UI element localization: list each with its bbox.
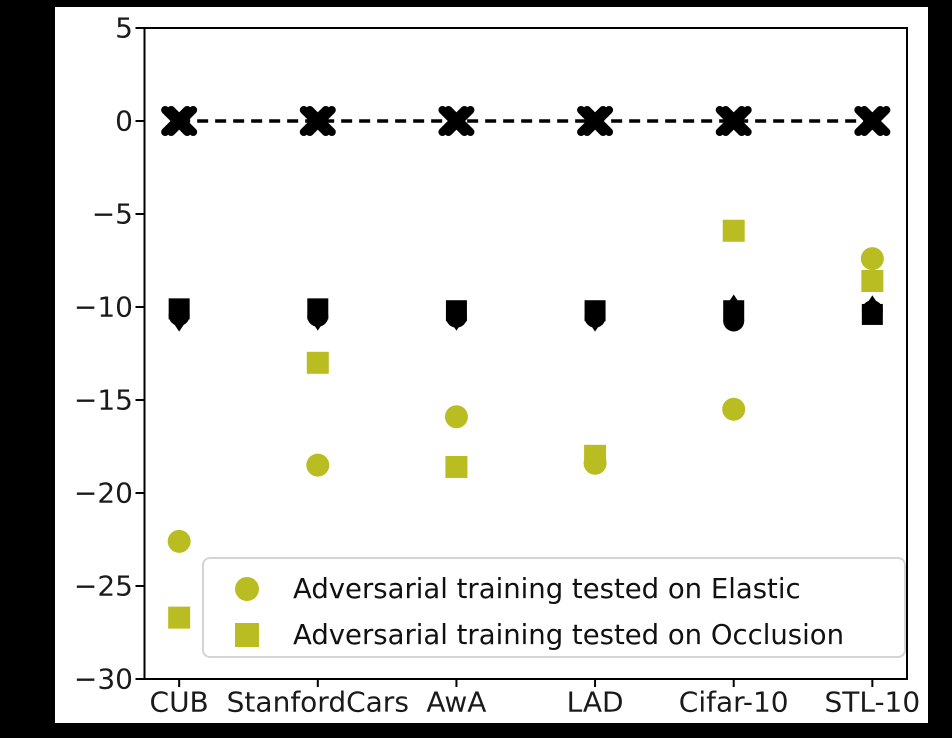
- legend-entry-label: Adversarial training tested on Occlusion: [293, 619, 844, 651]
- zero-line-x-marker: [299, 106, 330, 136]
- zero-line-x-marker: [305, 106, 336, 136]
- zero-line-x-marker: [438, 106, 469, 136]
- x-axis-category-label: STL-10: [824, 686, 920, 719]
- black-cluster-square-marker: [861, 303, 883, 325]
- legend-box: [202, 557, 906, 658]
- legend-square-marker: [235, 623, 259, 647]
- occlusion-series-point: [861, 269, 884, 292]
- black-cluster-square-marker: [445, 300, 467, 322]
- zero-line-x-marker: [577, 106, 608, 136]
- x-axis-category-label: LAD: [567, 686, 624, 719]
- y-axis-tick-label: −20: [74, 477, 133, 510]
- occlusion-series-point: [722, 219, 745, 242]
- zero-line-x-marker: [583, 106, 614, 136]
- black-cluster-square-marker: [168, 298, 190, 320]
- black-cluster-tip-marker: [864, 295, 881, 308]
- black-cluster-square-marker: [307, 298, 329, 320]
- x-axis-category-label: CUB: [150, 686, 209, 719]
- elastic-series-point: [444, 405, 468, 429]
- elastic-series-point: [860, 247, 884, 271]
- zero-line-x-marker: [161, 106, 192, 136]
- y-axis-tick-label: −5: [92, 198, 133, 231]
- black-cluster-tip-marker: [171, 319, 188, 332]
- occlusion-series-point: [168, 606, 191, 629]
- black-cluster-tip-marker: [725, 294, 742, 307]
- zero-line-x-marker: [167, 106, 198, 136]
- zero-line-x-marker: [854, 106, 885, 136]
- y-axis-tick-label: 5: [115, 12, 133, 45]
- legend-circle-marker: [235, 577, 259, 601]
- zero-line-x-marker: [860, 106, 891, 136]
- black-cluster-tip-marker: [309, 318, 326, 331]
- y-axis-tick-label: 0: [115, 105, 133, 138]
- elastic-series-point: [306, 453, 330, 477]
- zero-line-x-marker: [444, 106, 475, 136]
- x-axis-category-label: AwA: [426, 686, 486, 719]
- legend-entry-label: Adversarial training tested on Elastic: [293, 573, 801, 605]
- x-axis-category-label: Cifar-10: [679, 686, 789, 719]
- occlusion-series-point: [445, 455, 468, 478]
- occlusion-series-point: [306, 351, 329, 374]
- black-cluster-tip-marker: [448, 318, 465, 331]
- y-axis-tick-label: −15: [74, 384, 133, 417]
- y-axis-tick-label: −10: [74, 291, 133, 324]
- y-axis-tick-label: −25: [74, 570, 133, 603]
- y-axis-tick-label: −30: [74, 663, 133, 696]
- occlusion-series-point: [584, 444, 607, 467]
- x-axis-category-label: StanfordCars: [227, 686, 409, 719]
- black-cluster-tip-marker: [587, 319, 604, 332]
- black-cluster-square-marker: [584, 300, 606, 322]
- zero-line-x-marker: [715, 106, 746, 136]
- elastic-series-point: [722, 397, 746, 421]
- zero-line-x-marker: [721, 106, 752, 136]
- elastic-series-point: [167, 529, 191, 553]
- plot-frame: [143, 27, 908, 680]
